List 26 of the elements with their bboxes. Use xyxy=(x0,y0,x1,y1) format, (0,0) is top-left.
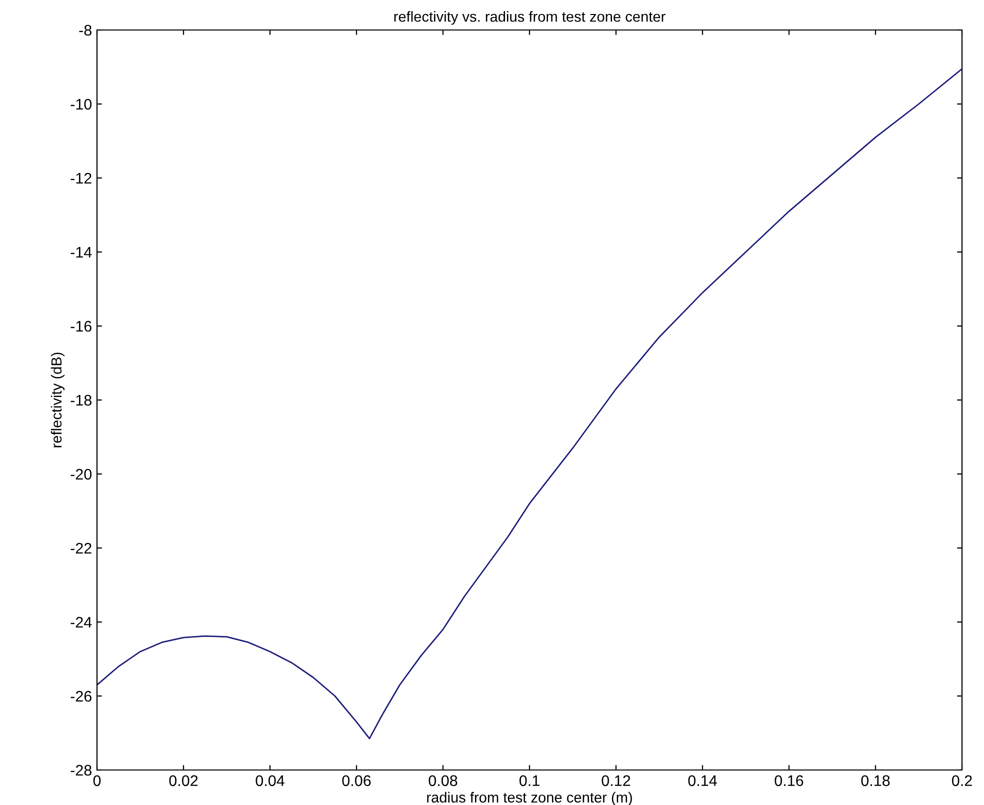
x-axis-title: radius from test zone center (m) xyxy=(427,792,632,805)
x-tick-label: 0.12 xyxy=(602,775,630,786)
y-tick-label: -14 xyxy=(70,247,92,258)
chart-title: reflectivity vs. radius from test zone center xyxy=(394,11,666,25)
y-tick-label: -10 xyxy=(70,98,92,110)
x-tick-label: 0.06 xyxy=(342,775,371,786)
x-tick-label: 0.1 xyxy=(519,775,540,786)
y-tick-label: -20 xyxy=(70,468,92,480)
y-tick-label: -16 xyxy=(70,320,92,332)
x-tick-label: 0.04 xyxy=(256,775,284,786)
y-tick-label: -24 xyxy=(70,616,92,628)
y-tick-label: -22 xyxy=(70,542,92,554)
line-series xyxy=(97,68,962,740)
x-tick-label: 0.18 xyxy=(861,775,890,786)
y-tick-label: -12 xyxy=(70,172,92,184)
y-tick-label: -28 xyxy=(70,764,92,776)
y-tick-label: -8 xyxy=(79,24,92,36)
x-tick-label: 0.2 xyxy=(952,775,972,786)
y-axis-title: reflectivity (dB) xyxy=(50,352,65,448)
y-tick-label: -26 xyxy=(70,690,92,702)
x-tick-label: 0.16 xyxy=(774,775,804,786)
x-tick-label: 0.02 xyxy=(169,775,198,786)
x-tick-label: 0.14 xyxy=(688,775,717,786)
x-tick-label: 0.08 xyxy=(428,775,458,786)
x-tick-label: 0 xyxy=(93,775,101,786)
y-tick-label: -18 xyxy=(70,394,92,406)
